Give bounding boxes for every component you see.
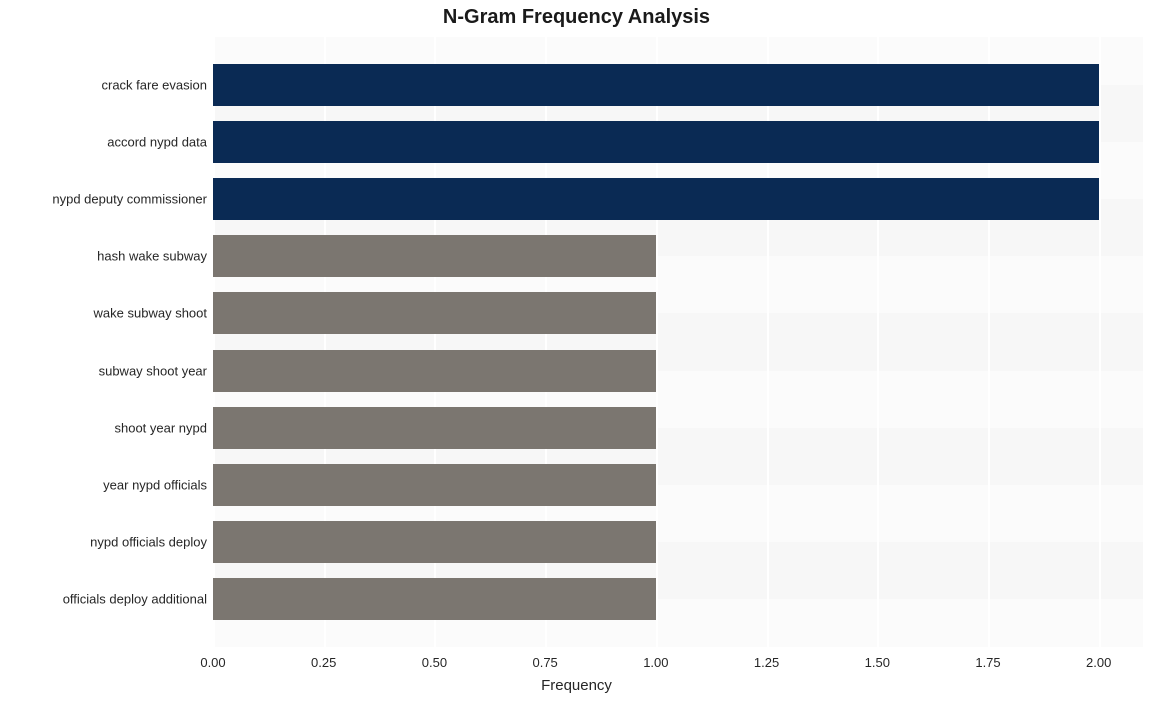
y-tick-label: nypd officials deploy: [90, 535, 207, 550]
y-tick-label: wake subway shoot: [94, 306, 207, 321]
y-tick-label: subway shoot year: [99, 363, 207, 378]
x-axis-title: Frequency: [0, 677, 1153, 694]
y-tick-label: officials deploy additional: [63, 592, 207, 607]
bar: [213, 464, 656, 506]
chart-title: N-Gram Frequency Analysis: [0, 6, 1153, 29]
x-tick-label: 2.00: [1086, 655, 1111, 670]
x-tick-label: 0.00: [200, 655, 225, 670]
bar: [213, 178, 1099, 220]
bar: [213, 64, 1099, 106]
bar: [213, 292, 656, 334]
x-axis-labels: 0.000.250.500.751.001.251.501.752.00: [213, 655, 1143, 675]
y-tick-label: shoot year nypd: [114, 420, 207, 435]
x-tick-label: 1.25: [754, 655, 779, 670]
x-tick-label: 0.75: [532, 655, 557, 670]
x-tick-label: 1.00: [643, 655, 668, 670]
x-tick-label: 0.50: [422, 655, 447, 670]
bar: [213, 235, 656, 277]
bar: [213, 407, 656, 449]
bar: [213, 521, 656, 563]
gridline: [1099, 37, 1101, 647]
x-tick-label: 0.25: [311, 655, 336, 670]
y-tick-label: accord nypd data: [107, 134, 207, 149]
x-tick-label: 1.75: [975, 655, 1000, 670]
y-tick-label: hash wake subway: [97, 249, 207, 264]
ngram-chart: N-Gram Frequency Analysis crack fare eva…: [0, 0, 1153, 701]
bar: [213, 121, 1099, 163]
y-tick-label: year nypd officials: [103, 478, 207, 493]
y-tick-label: nypd deputy commissioner: [52, 192, 207, 207]
bar: [213, 350, 656, 392]
y-axis-labels: crack fare evasion accord nypd data nypd d…: [0, 37, 207, 647]
y-tick-label: crack fare evasion: [102, 77, 208, 92]
x-tick-label: 1.50: [865, 655, 890, 670]
bar: [213, 578, 656, 620]
plot-area: [213, 37, 1143, 647]
